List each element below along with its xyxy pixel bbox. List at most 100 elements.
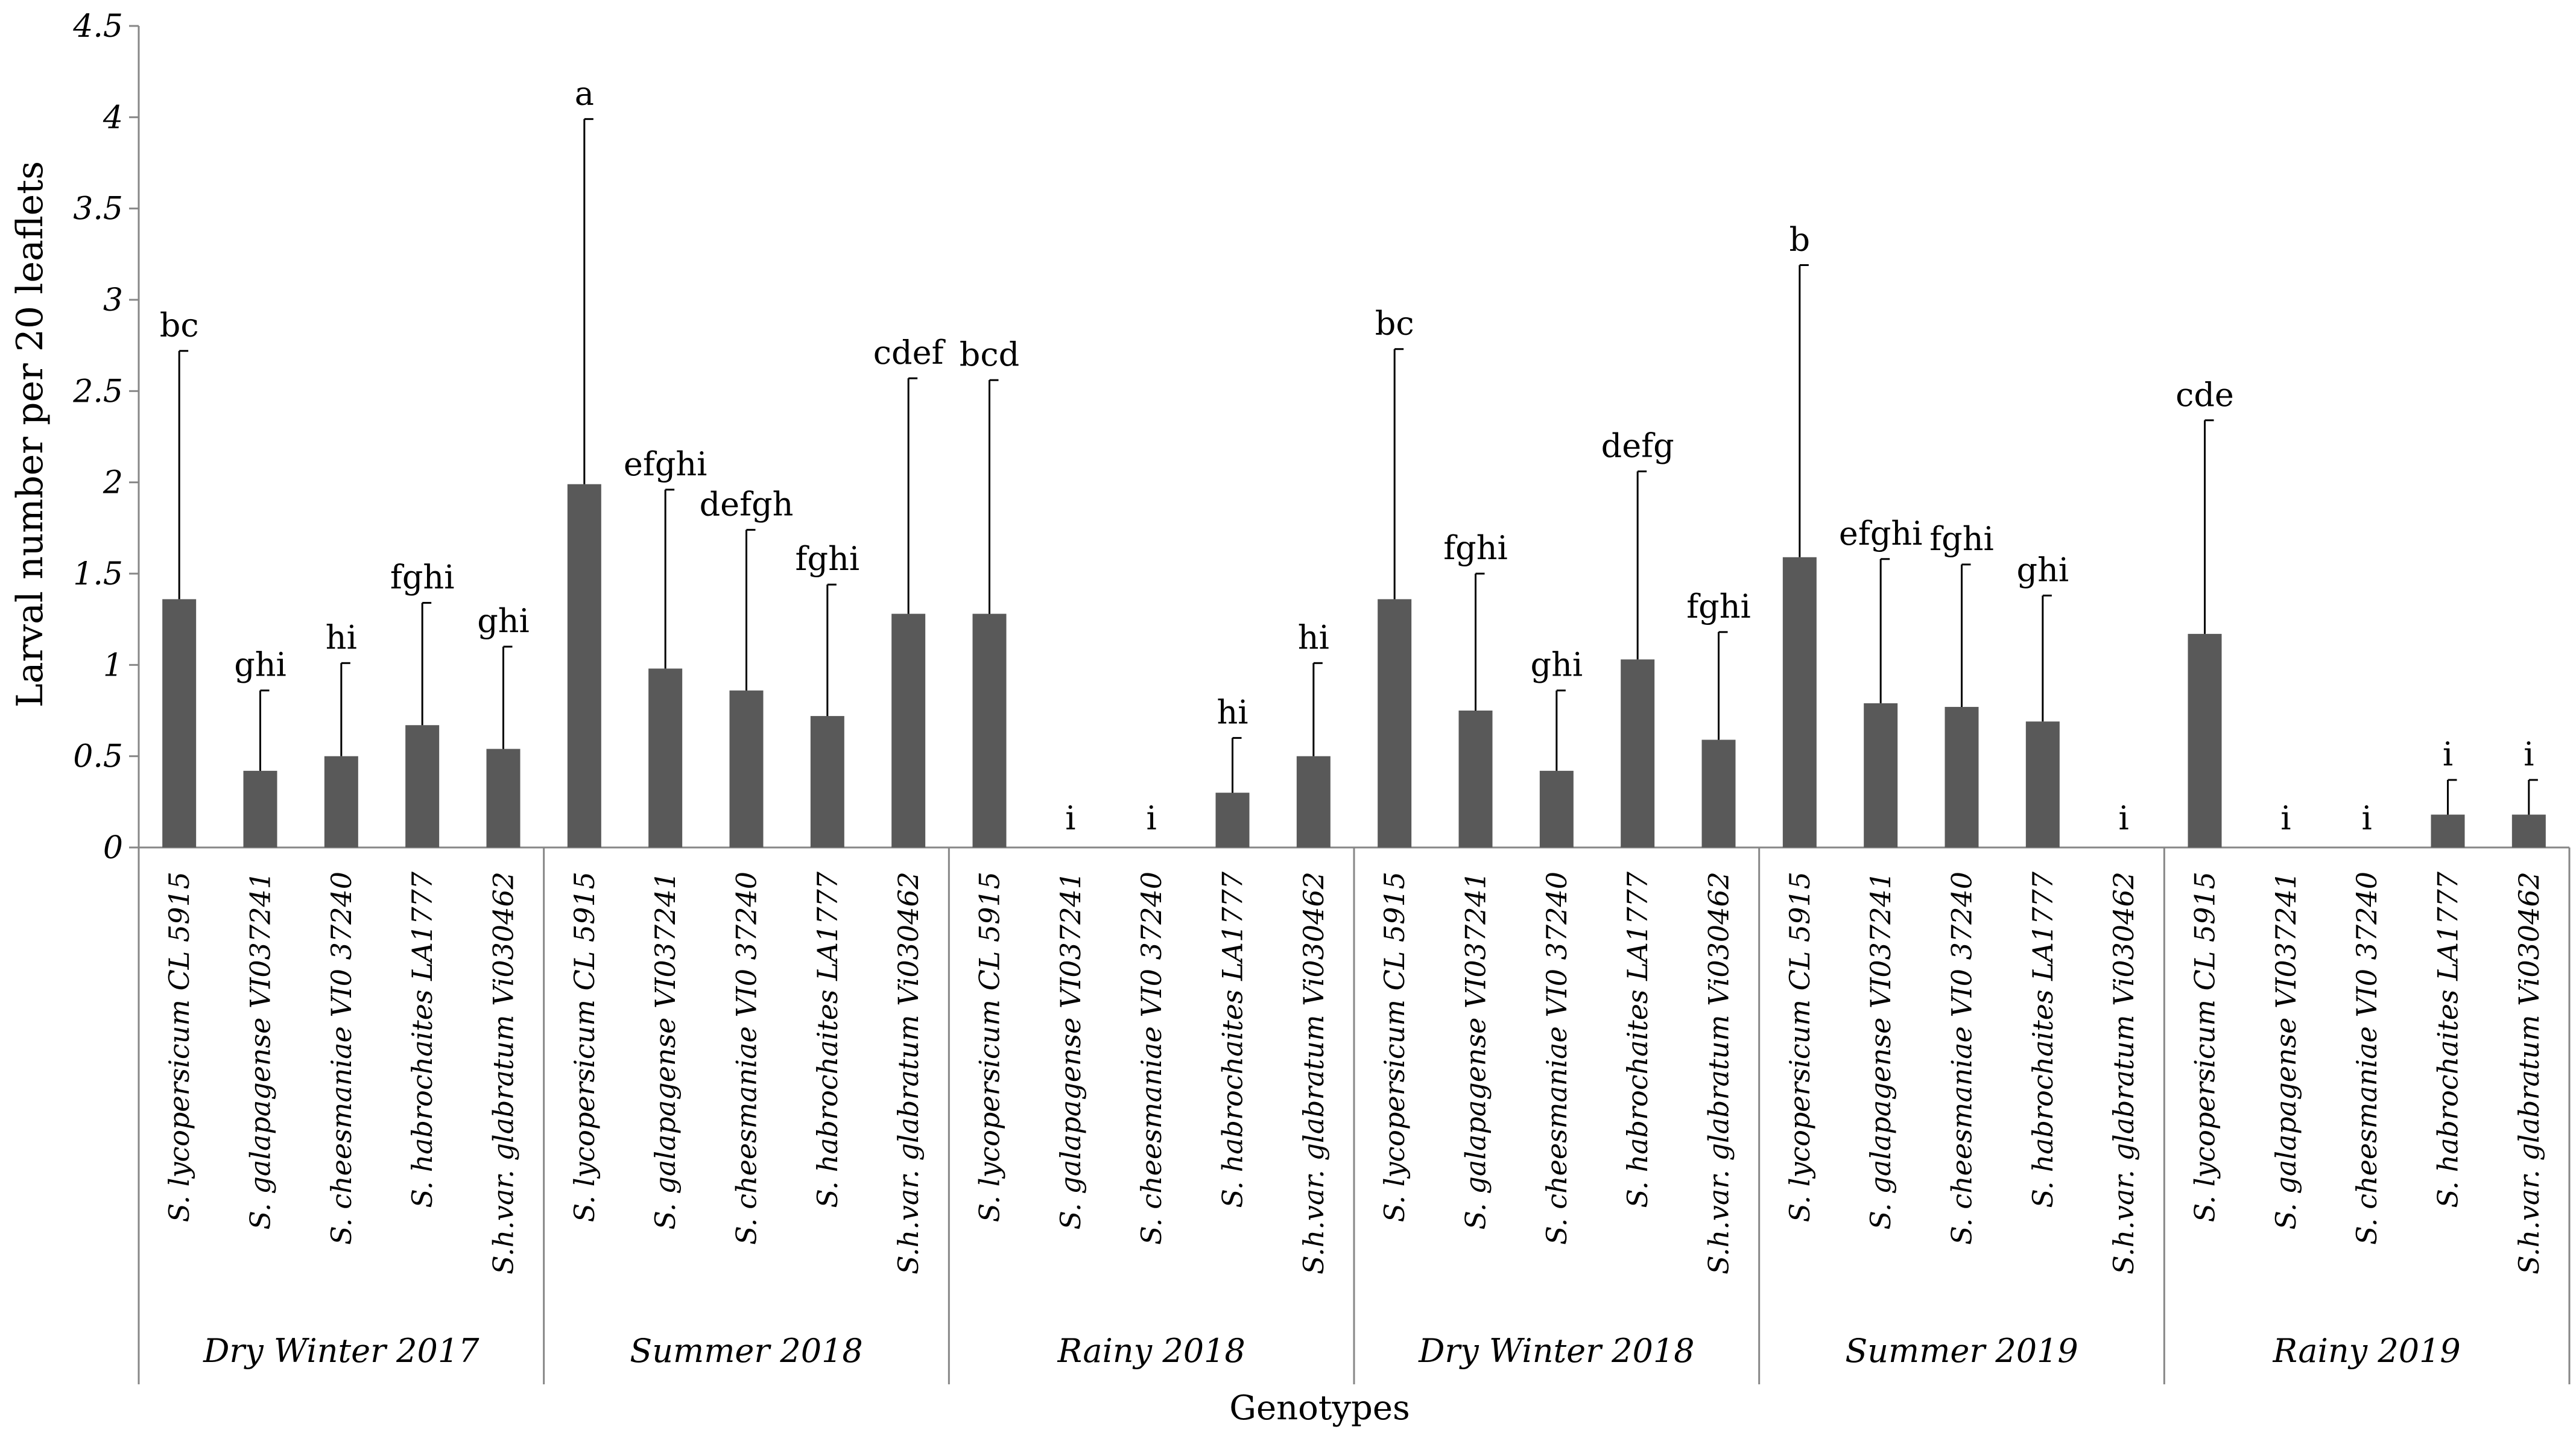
significance-label: ghi xyxy=(1531,646,1583,684)
y-tick-label: 3 xyxy=(103,282,123,318)
significance-label: b xyxy=(1790,220,1811,258)
bar xyxy=(2431,814,2465,847)
bar xyxy=(729,690,764,847)
significance-label: ghi xyxy=(477,602,530,640)
category-label: S. lycopersicum CL 5915 xyxy=(163,872,195,1222)
significance-label: fghi xyxy=(1686,588,1751,626)
significance-label: fghi xyxy=(390,558,455,596)
significance-label: bc xyxy=(160,306,199,344)
significance-label: hi xyxy=(1217,693,1248,731)
bar xyxy=(1458,711,1493,847)
y-tick-label: 0.5 xyxy=(73,739,123,775)
category-label: S. cheesmaniae VI0 37240 xyxy=(2350,872,2383,1245)
y-tick-label: 2 xyxy=(103,465,123,501)
significance-label: fghi xyxy=(1929,520,1994,558)
bar xyxy=(2025,721,2060,847)
x-axis-label: Genotypes xyxy=(1229,1389,1410,1428)
category-label: S. habrochaites LA1777 xyxy=(1217,871,1249,1208)
season-label: Rainy 2018 xyxy=(1057,1332,1245,1370)
bar xyxy=(1215,793,1250,847)
y-tick-label: 3.5 xyxy=(73,191,123,227)
y-tick-label: 4.5 xyxy=(72,8,123,45)
category-label: S. galapagense VI037241 xyxy=(649,872,682,1230)
significance-label: ghi xyxy=(2017,551,2069,589)
significance-label: i xyxy=(2119,799,2129,837)
season-label: Summer 2018 xyxy=(630,1332,863,1370)
y-tick-label: 1 xyxy=(103,647,123,683)
significance-label: defgh xyxy=(700,485,794,523)
category-label: S. habrochaites LA1777 xyxy=(1621,871,1654,1208)
bar xyxy=(2188,633,2222,847)
bar xyxy=(324,756,358,847)
bar xyxy=(1945,706,1979,847)
category-label: S. cheesmaniae VI0 37240 xyxy=(730,872,763,1245)
season-label: Rainy 2019 xyxy=(2273,1332,2461,1370)
category-label: S. galapagense VI037241 xyxy=(1460,872,1492,1230)
season-label: Dry Winter 2017 xyxy=(203,1332,479,1370)
bar xyxy=(1296,756,1331,847)
significance-label: hi xyxy=(326,618,357,656)
category-label: S. galapagense VI037241 xyxy=(2270,872,2302,1230)
category-label: S. galapagense VI037241 xyxy=(244,872,277,1230)
category-label: S.h.var. glabratum Vi030462 xyxy=(487,872,520,1275)
season-label: Dry Winter 2018 xyxy=(1418,1332,1694,1370)
bar xyxy=(1701,740,1736,847)
category-label: S. lycopersicum CL 5915 xyxy=(1783,872,1816,1222)
significance-label: ghi xyxy=(234,646,286,684)
category-label: S. cheesmaniae VI0 37240 xyxy=(325,872,358,1245)
bar xyxy=(972,613,1007,847)
y-tick-label: 1.5 xyxy=(73,556,123,592)
category-label: S.h.var. glabratum Vi030462 xyxy=(1703,872,1735,1275)
category-label: S. cheesmaniae VI0 37240 xyxy=(1135,872,1168,1245)
category-label: S. galapagense VI037241 xyxy=(1054,872,1087,1230)
significance-label: i xyxy=(1065,799,1075,837)
bar xyxy=(810,716,844,847)
category-label: S. habrochaites LA1777 xyxy=(406,871,438,1208)
bar xyxy=(1621,659,1655,847)
category-label: S. lycopersicum CL 5915 xyxy=(568,872,601,1222)
category-label: S.h.var. glabratum Vi030462 xyxy=(2513,872,2545,1275)
significance-label: cde xyxy=(2176,376,2234,414)
significance-label: i xyxy=(2362,799,2372,837)
bar xyxy=(486,749,521,847)
significance-label: cdef xyxy=(873,334,946,372)
bar xyxy=(1782,557,1817,847)
significance-label: bcd xyxy=(960,335,1019,373)
bar xyxy=(162,599,197,847)
bar xyxy=(405,725,440,847)
bar xyxy=(1864,703,1898,847)
category-label: S. galapagense VI037241 xyxy=(1864,872,1897,1230)
category-label: S. lycopersicum CL 5915 xyxy=(2189,872,2221,1222)
category-label: S.h.var. glabratum Vi030462 xyxy=(1297,872,1330,1275)
bar xyxy=(891,613,926,847)
bar xyxy=(1378,599,1412,847)
significance-label: i xyxy=(2280,799,2291,837)
y-tick-label: 4 xyxy=(103,100,123,136)
category-label: S. habrochaites LA1777 xyxy=(2432,871,2464,1208)
category-label: S. cheesmaniae VI0 37240 xyxy=(1946,872,1978,1245)
significance-label: efghi xyxy=(624,445,707,483)
significance-label: efghi xyxy=(1839,515,1923,553)
category-label: S. cheesmaniae VI0 37240 xyxy=(1540,872,1573,1245)
significance-label: i xyxy=(2524,735,2534,773)
y-axis-label: Larval number per 20 leaflets xyxy=(9,161,51,708)
significance-label: hi xyxy=(1298,618,1329,656)
category-label: S. habrochaites LA1777 xyxy=(2027,871,2059,1208)
category-label: S. lycopersicum CL 5915 xyxy=(973,872,1006,1222)
bar xyxy=(2511,814,2546,847)
significance-label: i xyxy=(2443,735,2453,773)
significance-label: fghi xyxy=(796,540,860,578)
category-label: S.h.var. glabratum Vi030462 xyxy=(2107,872,2140,1275)
significance-label: i xyxy=(1147,799,1157,837)
significance-label: fghi xyxy=(1443,529,1508,567)
significance-label: bc xyxy=(1375,305,1414,343)
bar xyxy=(243,770,277,847)
y-tick-label: 2.5 xyxy=(72,373,123,410)
bar xyxy=(648,668,683,847)
significance-label: a xyxy=(575,74,594,112)
category-label: S. habrochaites LA1777 xyxy=(811,871,844,1208)
y-tick-label: 0 xyxy=(103,830,123,866)
bar xyxy=(567,484,601,847)
